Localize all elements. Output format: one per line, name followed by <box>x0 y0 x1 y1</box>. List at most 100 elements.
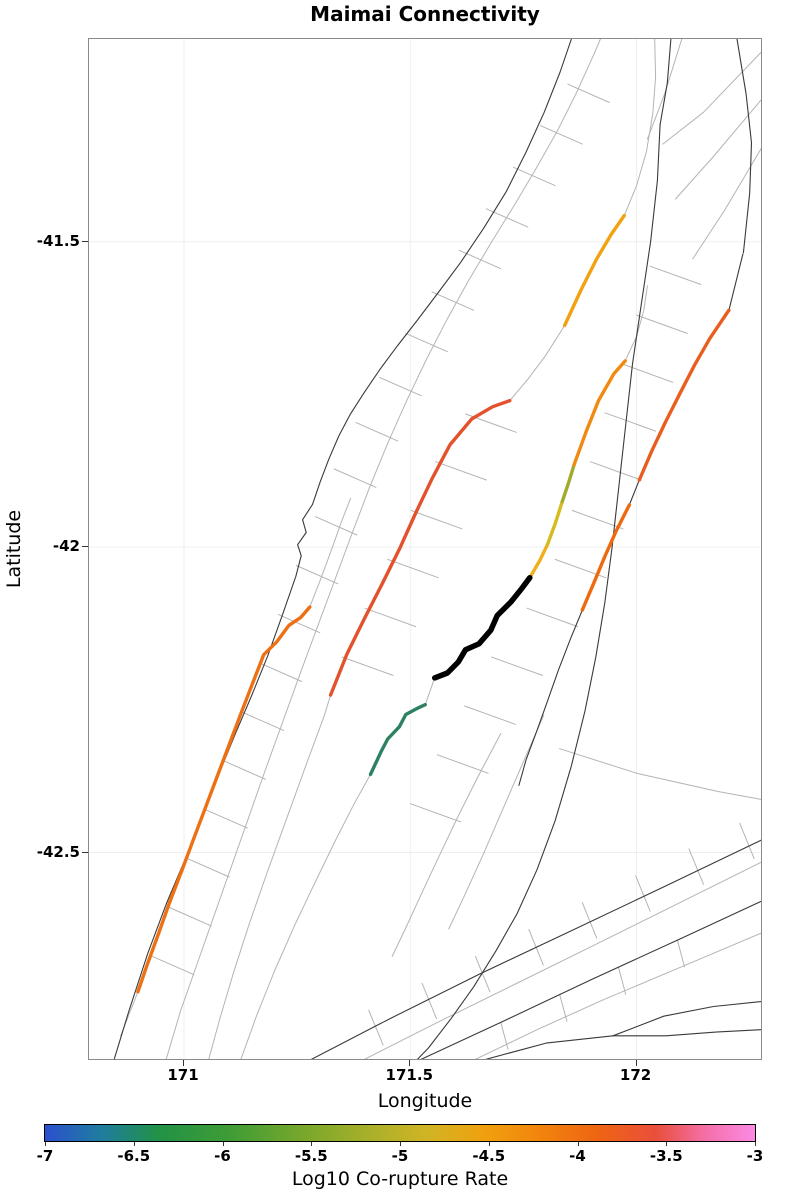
colorbar-tick-mark <box>222 1142 224 1146</box>
fault-trace-major <box>659 38 672 126</box>
colorbar-tick-label: -7 <box>36 1147 54 1165</box>
fault-trace <box>509 325 566 402</box>
fault-trace <box>410 510 463 530</box>
corupture-segment <box>545 499 564 547</box>
fault-trace <box>739 822 755 860</box>
fault-trace <box>259 662 303 682</box>
fault-trace <box>187 858 230 878</box>
fault-trace <box>618 966 627 995</box>
fault-trace-major <box>612 1001 762 1037</box>
x-tick-mark <box>183 1060 185 1066</box>
corupture-segment <box>560 463 576 504</box>
fault-trace <box>646 38 683 140</box>
fault-trace <box>500 1021 509 1050</box>
fault-trace <box>662 51 762 145</box>
fault-trace <box>295 565 339 585</box>
colorbar-tick-label: -6.5 <box>117 1147 151 1165</box>
colorbar-tick-label: -6 <box>214 1147 231 1165</box>
fault-trace <box>277 613 321 634</box>
colorbar-tick-mark <box>666 1142 668 1146</box>
fault-trace <box>473 932 762 1061</box>
fault-trace <box>448 714 545 930</box>
fault-trace <box>241 711 285 731</box>
colorbar-tick-label: -5.5 <box>294 1147 328 1165</box>
fault-trace <box>169 907 212 927</box>
fault-trace <box>688 848 704 885</box>
fault-trace <box>368 1009 384 1046</box>
fault-trace <box>567 83 610 103</box>
fault-trace <box>223 760 266 780</box>
corupture-segment <box>562 213 626 328</box>
fault-map-svg <box>89 38 762 1061</box>
fault-trace <box>589 461 642 481</box>
fault-trace <box>581 902 598 939</box>
corupture-segment <box>368 703 427 777</box>
colorbar-tick-label: -5 <box>391 1147 409 1165</box>
map-plot-area <box>88 38 762 1061</box>
fault-trace <box>364 607 417 628</box>
colorbar-gradient <box>44 1124 756 1142</box>
fault-trace <box>676 939 685 968</box>
fault-trace-major <box>518 253 744 786</box>
colorbar-tick-mark <box>311 1142 313 1146</box>
fault-trace <box>151 955 195 976</box>
maimai-fault <box>431 574 533 681</box>
colorbar-tick-label: -3 <box>746 1147 764 1165</box>
fault-trace <box>675 99 762 200</box>
fault-trace <box>405 332 448 353</box>
fault-trace <box>431 291 475 311</box>
fault-trace <box>540 125 583 145</box>
fault-trace <box>205 809 248 829</box>
fault-trace <box>421 982 437 1020</box>
fault-trace <box>475 955 491 993</box>
corupture-segment <box>637 308 731 482</box>
fault-trace <box>435 461 487 481</box>
fault-trace <box>391 733 502 957</box>
corupture-segment <box>136 605 312 994</box>
fault-trace <box>559 993 568 1022</box>
colorbar-tick-label: -4 <box>569 1147 586 1165</box>
colorbar-tick-label: -3.5 <box>649 1147 683 1165</box>
fault-trace <box>341 656 394 676</box>
fault-trace-major <box>612 1029 762 1037</box>
y-tick-mark <box>82 546 88 548</box>
corupture-segment <box>528 543 550 580</box>
fault-trace <box>559 748 762 800</box>
fault-trace <box>604 412 657 432</box>
fault-trace <box>387 558 439 579</box>
x-tick-label: 171.5 <box>385 1066 434 1084</box>
colorbar-tick-mark <box>133 1142 135 1146</box>
x-tick-mark <box>409 1060 411 1066</box>
fault-trace <box>464 705 516 725</box>
x-tick-label: 172 <box>619 1066 652 1084</box>
fault-trace <box>409 803 462 823</box>
fault-trace-major <box>416 123 661 1061</box>
fault-trace <box>513 166 556 187</box>
fault-trace <box>240 773 371 1061</box>
fault-trace-major <box>113 38 572 1061</box>
fault-trace <box>621 363 674 383</box>
fault-trace <box>355 422 399 442</box>
fault-trace <box>333 468 377 488</box>
corupture-segment <box>580 503 631 612</box>
colorbar-tick-mark <box>577 1142 579 1146</box>
colorbar-tick-mark <box>45 1142 46 1146</box>
corupture-segment <box>572 359 627 467</box>
x-tick-label: 171 <box>167 1066 199 1084</box>
y-tick-label: -42 <box>52 537 80 556</box>
fault-trace <box>623 38 657 216</box>
y-tick-label: -42.5 <box>36 842 80 861</box>
fault-trace <box>424 677 436 706</box>
fault-trace-major <box>736 38 753 254</box>
colorbar-tick-mark <box>400 1142 401 1146</box>
colorbar-tick-label: -4.5 <box>472 1147 506 1165</box>
colorbar-tick-mark <box>755 1142 756 1146</box>
x-axis-label: Longitude <box>377 1090 473 1112</box>
fault-trace-major <box>482 1035 614 1061</box>
fault-trace <box>458 249 502 270</box>
fault-trace <box>649 265 702 285</box>
y-tick-mark <box>82 851 88 853</box>
fault-trace <box>624 285 648 362</box>
fault-trace <box>526 607 579 628</box>
fault-trace <box>436 754 489 774</box>
